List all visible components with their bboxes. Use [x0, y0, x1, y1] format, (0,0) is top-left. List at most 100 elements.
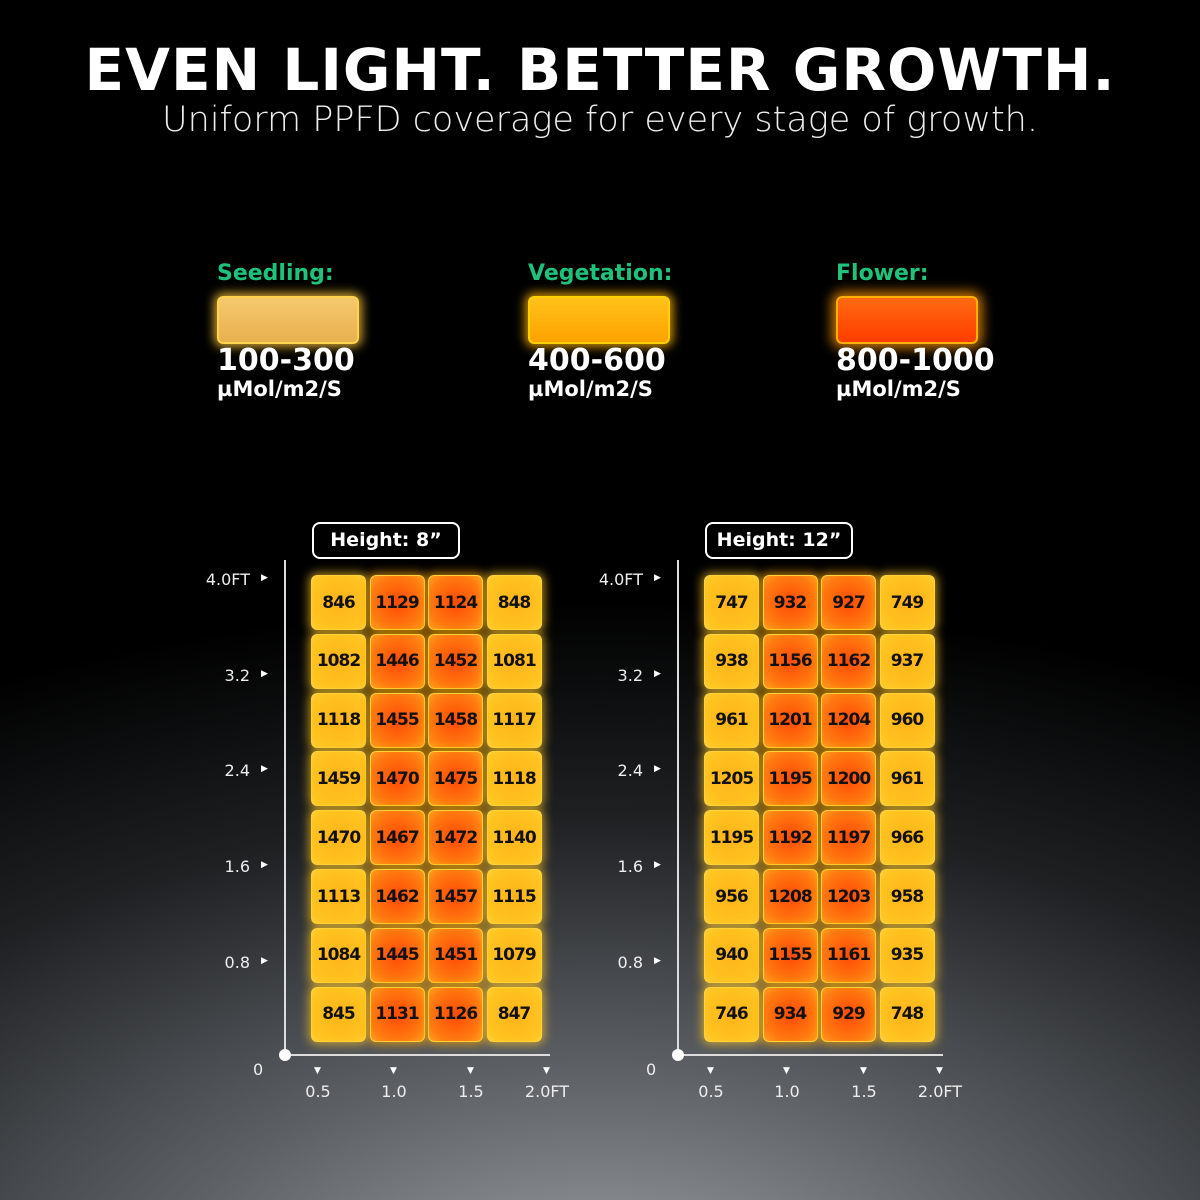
- ppfd-cell: 1129: [369, 575, 425, 630]
- ppfd-cell: 1475: [428, 751, 483, 807]
- x-tick-label: 1.5: [458, 1082, 484, 1101]
- legend-unit: µMol/m2/S: [836, 377, 961, 401]
- ppfd-cell: 1451: [428, 927, 483, 983]
- origin-label: 0: [646, 1060, 657, 1079]
- y-tick-label: 1.6: [224, 857, 250, 876]
- x-tick-arrow: ▼: [936, 1066, 943, 1076]
- ppfd-cell: 1162: [821, 633, 876, 689]
- origin-dot: [279, 1049, 291, 1061]
- y-tick-label: 0.8: [224, 953, 250, 972]
- ppfd-cell: 1205: [704, 751, 759, 807]
- height-label: Height: 8”: [312, 522, 460, 559]
- legend-swatch: [217, 296, 359, 344]
- y-tick-label: 0.8: [617, 953, 643, 972]
- ppfd-cell: 1140: [486, 810, 542, 866]
- ppfd-cell: 940: [704, 927, 759, 983]
- y-tick-arrow: ▶: [261, 860, 268, 870]
- title: EVEN LIGHT. BETTER GROWTH.: [84, 36, 1116, 104]
- x-tick-label: 0.5: [698, 1082, 724, 1101]
- ppfd-cell: 1445: [369, 927, 425, 983]
- ppfd-cell: 956: [704, 869, 759, 924]
- ppfd-cell: 961: [879, 751, 935, 807]
- ppfd-cell: 1156: [762, 633, 818, 689]
- x-tick-arrow: ▼: [860, 1066, 867, 1076]
- x-tick-arrow: ▼: [314, 1066, 321, 1076]
- ppfd-cell: 1458: [428, 692, 483, 748]
- y-tick-arrow: ▶: [261, 669, 268, 679]
- x-tick-arrow: ▼: [467, 1066, 474, 1076]
- x-tick-label: 2.0FT: [917, 1082, 963, 1101]
- ppfd-cell: 1455: [369, 692, 425, 748]
- subtitle: Uniform PPFD coverage for every stage of…: [162, 100, 1038, 140]
- ppfd-cell: 749: [879, 575, 935, 630]
- ppfd-cell: 1084: [311, 927, 366, 983]
- ppfd-cell: 1452: [428, 633, 483, 689]
- ppfd-cell: 1115: [486, 869, 542, 924]
- y-axis: [677, 560, 679, 1056]
- ppfd-cell: 1470: [311, 810, 366, 866]
- ppfd-cell: 1195: [762, 751, 818, 807]
- y-tick-arrow: ▶: [261, 573, 268, 583]
- legend-unit: µMol/m2/S: [528, 377, 653, 401]
- y-tick-arrow: ▶: [654, 956, 661, 966]
- y-tick-arrow: ▶: [654, 669, 661, 679]
- ppfd-cell: 1192: [762, 810, 818, 866]
- x-tick-arrow: ▼: [783, 1066, 790, 1076]
- ppfd-cell: 1200: [821, 751, 876, 807]
- ppfd-cell: 1082: [311, 633, 366, 689]
- x-tick-label: 1.5: [851, 1082, 877, 1101]
- y-tick-label: 4.0FT: [205, 570, 250, 589]
- ppfd-cell: 937: [879, 633, 935, 689]
- ppfd-cell: 1197: [821, 810, 876, 866]
- ppfd-cell: 927: [821, 575, 876, 630]
- ppfd-cell: 1118: [486, 751, 542, 807]
- ppfd-cell: 1467: [369, 810, 425, 866]
- y-tick-arrow: ▶: [654, 573, 661, 583]
- ppfd-cell: 1459: [311, 751, 366, 807]
- ppfd-cell: 1079: [486, 927, 542, 983]
- legend-range: 400-600: [528, 343, 666, 378]
- x-axis: [677, 1054, 943, 1056]
- legend-label: Seedling:: [217, 261, 334, 286]
- x-tick-label: 2.0FT: [524, 1082, 570, 1101]
- y-tick-label: 3.2: [224, 666, 250, 685]
- ppfd-cell: 1113: [311, 869, 366, 924]
- ppfd-cell: 1117: [486, 692, 542, 748]
- ppfd-cell: 938: [704, 633, 759, 689]
- ppfd-cell: 1208: [762, 869, 818, 924]
- ppfd-cell: 748: [879, 986, 935, 1042]
- ppfd-cell: 960: [879, 692, 935, 748]
- ppfd-cell: 845: [311, 986, 366, 1042]
- ppfd-cell: 961: [704, 692, 759, 748]
- ppfd-cell: 846: [311, 575, 366, 630]
- ppfd-cell: 1446: [369, 633, 425, 689]
- ppfd-cell: 1457: [428, 869, 483, 924]
- y-tick-label: 2.4: [617, 761, 643, 780]
- x-axis: [284, 1054, 550, 1056]
- y-tick-arrow: ▶: [654, 764, 661, 774]
- x-tick-label: 1.0: [774, 1082, 800, 1101]
- ppfd-cell: 932: [762, 575, 818, 630]
- ppfd-cell: 958: [879, 869, 935, 924]
- y-tick-label: 2.4: [224, 761, 250, 780]
- ppfd-cell: 1195: [704, 810, 759, 866]
- legend-range: 100-300: [217, 343, 355, 378]
- ppfd-cell: 1118: [311, 692, 366, 748]
- ppfd-cell: 1472: [428, 810, 483, 866]
- legend-label: Vegetation:: [528, 261, 673, 286]
- ppfd-cell: 1470: [369, 751, 425, 807]
- y-tick-arrow: ▶: [261, 956, 268, 966]
- y-tick-arrow: ▶: [261, 764, 268, 774]
- origin-dot: [672, 1049, 684, 1061]
- legend-swatch: [836, 296, 978, 344]
- ppfd-cell: 1204: [821, 692, 876, 748]
- ppfd-cell: 1124: [428, 575, 483, 630]
- y-tick-arrow: ▶: [654, 860, 661, 870]
- ppfd-cell: 746: [704, 986, 759, 1042]
- x-tick-arrow: ▼: [707, 1066, 714, 1076]
- legend-swatch: [528, 296, 670, 344]
- ppfd-cell: 1462: [369, 869, 425, 924]
- y-tick-label: 4.0FT: [598, 570, 643, 589]
- legend-range: 800-1000: [836, 343, 995, 378]
